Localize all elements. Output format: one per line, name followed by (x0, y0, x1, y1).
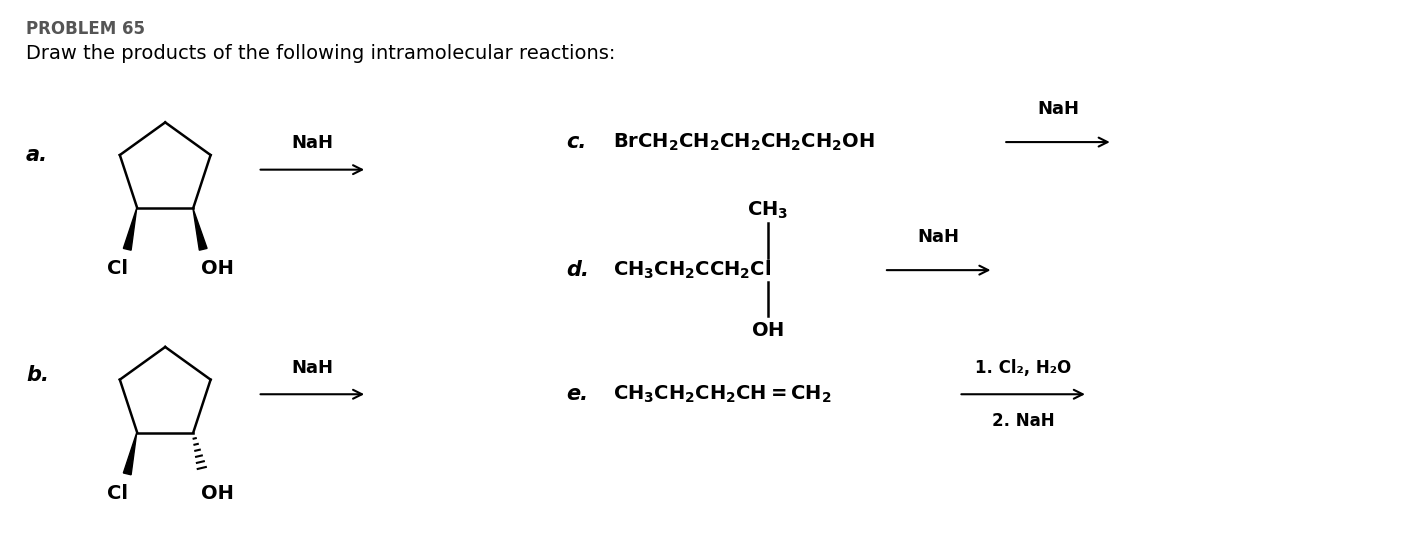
Polygon shape (124, 432, 137, 475)
Text: d.: d. (565, 260, 588, 280)
Polygon shape (124, 208, 137, 250)
Text: c.: c. (565, 132, 587, 152)
Text: 2. NaH: 2. NaH (993, 412, 1055, 430)
Polygon shape (192, 208, 206, 250)
Text: Cl: Cl (107, 484, 128, 503)
Text: Cl: Cl (107, 259, 128, 278)
Text: $\mathbf{BrCH_2CH_2CH_2CH_2CH_2OH}$: $\mathbf{BrCH_2CH_2CH_2CH_2CH_2OH}$ (612, 132, 874, 153)
Text: NaH: NaH (1037, 100, 1079, 118)
Text: OH: OH (201, 259, 234, 278)
Text: 1. Cl₂, H₂O: 1. Cl₂, H₂O (975, 359, 1071, 377)
Text: e.: e. (565, 384, 588, 404)
Text: OH: OH (201, 484, 234, 503)
Text: PROBLEM 65: PROBLEM 65 (26, 20, 145, 38)
Text: $\mathbf{CH_3}$: $\mathbf{CH_3}$ (748, 200, 789, 221)
Text: a.: a. (26, 145, 48, 165)
Text: NaH: NaH (917, 228, 960, 247)
Text: NaH: NaH (292, 134, 333, 152)
Text: $\mathbf{CH_3CH_2CH_2CH{=}CH_2}$: $\mathbf{CH_3CH_2CH_2CH{=}CH_2}$ (612, 383, 832, 405)
Text: NaH: NaH (292, 359, 333, 377)
Text: $\mathbf{CH_3CH_2CCH_2Cl}$: $\mathbf{CH_3CH_2CCH_2Cl}$ (612, 259, 770, 281)
Text: Draw the products of the following intramolecular reactions:: Draw the products of the following intra… (26, 44, 615, 62)
Text: b.: b. (26, 364, 48, 384)
Text: $\mathbf{OH}$: $\mathbf{OH}$ (750, 321, 785, 340)
